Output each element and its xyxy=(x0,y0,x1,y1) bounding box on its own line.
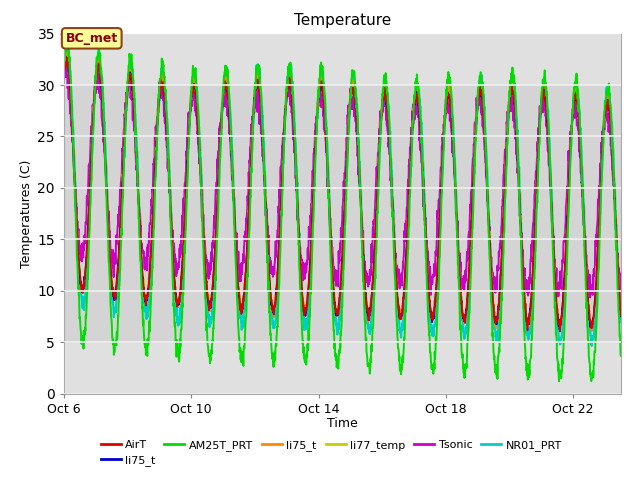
Legend: AirT, li75_t, AM25T_PRT, li75_t, li77_temp, Tsonic, NR01_PRT: AirT, li75_t, AM25T_PRT, li75_t, li77_te… xyxy=(96,435,566,470)
Y-axis label: Temperatures (C): Temperatures (C) xyxy=(20,159,33,268)
Title: Temperature: Temperature xyxy=(294,13,391,28)
Bar xyxy=(64,85,621,342)
X-axis label: Time: Time xyxy=(327,417,358,430)
Text: BC_met: BC_met xyxy=(65,32,118,45)
